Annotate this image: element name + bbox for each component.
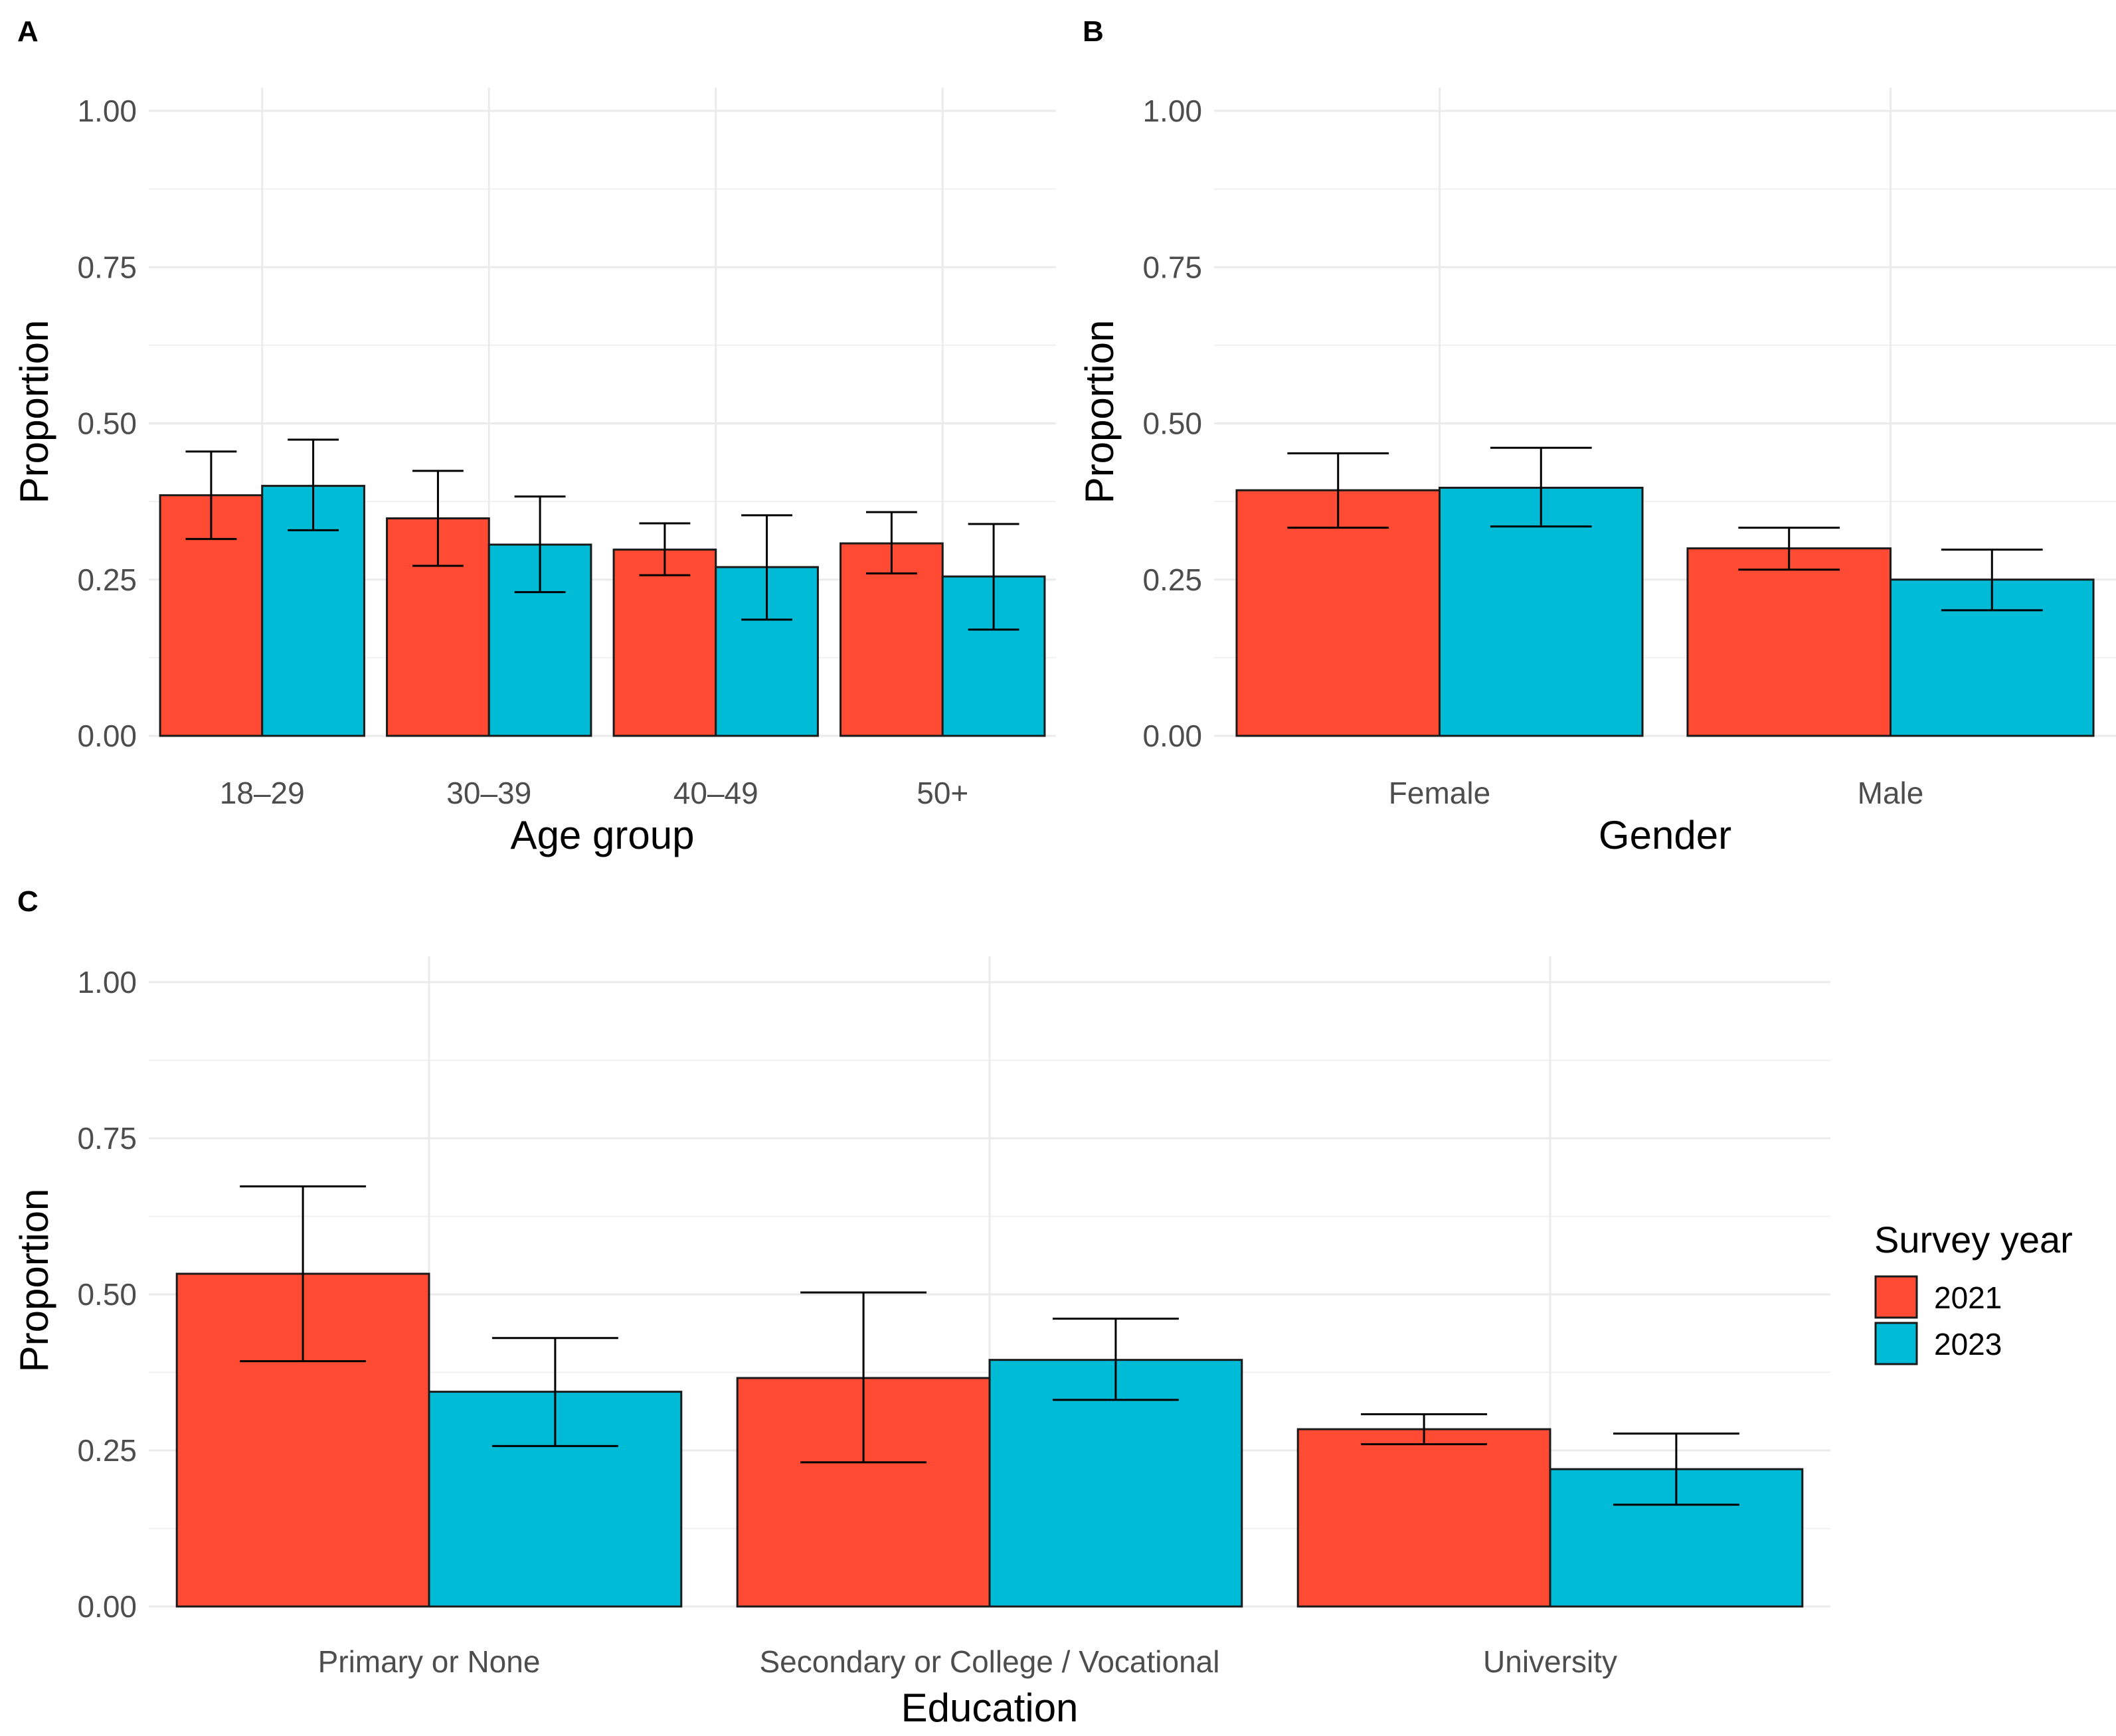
panel-a-x-tick-label: 18–29 [220, 776, 305, 810]
panel-c-bar-2021 [1296, 1428, 1551, 1608]
panel-b-bar-2023 [1439, 486, 1644, 737]
legend: Survey year 2021 2023 [1874, 1219, 2073, 1365]
panel-a-chart: 0.00 0.25 0.50 0.75 1.00 18–29 30–39 40–49 50+ Ag… [12, 88, 1056, 857]
panel-b-x-tick-label: Female [1389, 776, 1490, 810]
panel-a-x-tick-label: 30–39 [446, 776, 531, 810]
panel-letter-c: C [17, 885, 39, 918]
panel-a-x-tick-label: 50+ [917, 776, 968, 810]
panel-a-bar-2021 [386, 517, 490, 737]
panel-b-y-tick-label: 0.25 [1142, 563, 1202, 597]
panel-c-bar-2023 [988, 1359, 1243, 1608]
panel-a-y-tick-label: 0.75 [77, 250, 137, 284]
panel-b-chart: 0.00 0.25 0.50 0.75 1.00 Female Male Gender Prop… [1077, 88, 2116, 857]
panel-b-y-tick-label: 0.75 [1142, 250, 1202, 284]
legend-label-2023: 2023 [1934, 1327, 2002, 1361]
panel-b-y-tick-label: 1.00 [1142, 94, 1202, 128]
legend-label-2021: 2021 [1934, 1280, 2002, 1315]
panel-a-y-axis-title: Proportion [12, 320, 56, 504]
panel-c-x-tick-label: Secondary or College / Vocational [760, 1644, 1220, 1679]
panel-a-x-axis-title: Age group [511, 813, 695, 857]
panel-b-bar-2021 [1235, 489, 1441, 737]
panel-c-x-tick-label: University [1483, 1644, 1617, 1679]
panel-c-y-tick-label: 0.00 [77, 1589, 137, 1624]
panel-a-y-tick-label: 0.00 [77, 719, 137, 753]
panel-c-y-tick-label: 0.50 [77, 1277, 137, 1312]
panel-b-y-tick-label: 0.00 [1142, 719, 1202, 753]
panel-b-bar-2021 [1686, 547, 1892, 737]
panel-letter-a: A [17, 15, 39, 48]
legend-swatch-2021 [1874, 1275, 1918, 1319]
panel-b-y-axis-title: Proportion [1077, 320, 1122, 504]
panel-a-y-tick-label: 0.25 [77, 563, 137, 597]
panel-letter-b: B [1083, 15, 1104, 48]
panel-b-x-axis-title: Gender [1599, 813, 1731, 857]
panel-b-y-tick-label: 0.50 [1142, 406, 1202, 441]
panel-c-x-axis-title: Education [901, 1686, 1079, 1730]
panel-a-bar-2023 [715, 566, 819, 737]
panel-c-chart: 0.00 0.25 0.50 0.75 1.00 Primary or None Secon… [12, 956, 1830, 1730]
panel-a-bar-2021 [612, 549, 717, 737]
panel-c-x-tick-label: Primary or None [318, 1644, 541, 1679]
panel-b-x-tick-label: Male [1858, 776, 1924, 810]
panel-a-y-tick-label: 0.50 [77, 406, 137, 441]
panel-c-y-tick-label: 0.25 [77, 1433, 137, 1468]
legend-swatch-2023 [1874, 1322, 1918, 1365]
panel-c-y-axis-title: Proportion [12, 1189, 56, 1373]
panel-c-y-tick-label: 0.75 [77, 1121, 137, 1156]
panel-a-x-tick-label: 40–49 [673, 776, 758, 810]
panel-a-bar-2021 [839, 542, 944, 737]
panel-a-y-tick-label: 1.00 [77, 94, 137, 128]
panel-c-y-tick-label: 1.00 [77, 965, 137, 999]
legend-title: Survey year [1874, 1219, 2073, 1260]
